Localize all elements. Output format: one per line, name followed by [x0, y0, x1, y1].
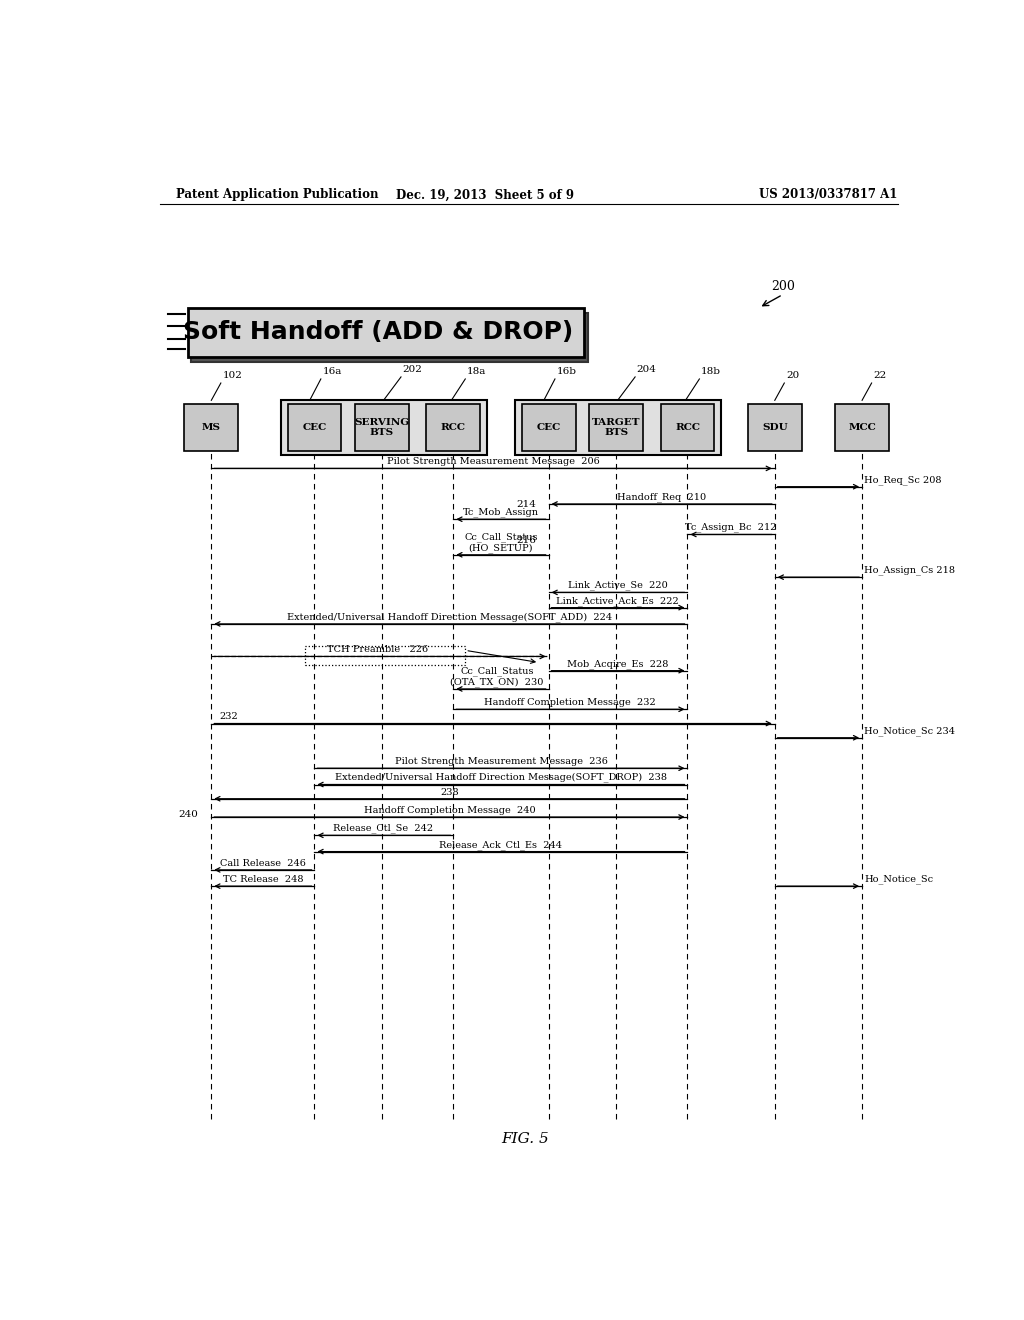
Text: 232: 232	[219, 713, 238, 722]
FancyBboxPatch shape	[288, 404, 341, 451]
Text: Extended/Universal Handoff Direction Message(SOFT_ADD)  224: Extended/Universal Handoff Direction Mes…	[287, 612, 612, 622]
FancyBboxPatch shape	[184, 404, 239, 451]
FancyBboxPatch shape	[836, 404, 889, 451]
FancyBboxPatch shape	[748, 404, 802, 451]
Text: RCC: RCC	[675, 424, 700, 432]
Text: MCC: MCC	[848, 424, 876, 432]
FancyBboxPatch shape	[515, 400, 721, 455]
Text: TARGET
BTS: TARGET BTS	[592, 418, 640, 437]
FancyBboxPatch shape	[426, 404, 480, 451]
Text: 202: 202	[402, 364, 423, 374]
Text: TC Release  248: TC Release 248	[222, 875, 303, 884]
FancyBboxPatch shape	[282, 400, 486, 455]
FancyBboxPatch shape	[355, 404, 409, 451]
Text: Pilot Strength Measurement Message  206: Pilot Strength Measurement Message 206	[387, 457, 599, 466]
Text: SERVING
BTS: SERVING BTS	[354, 418, 410, 437]
Text: Ho_Req_Sc 208: Ho_Req_Sc 208	[864, 475, 942, 484]
Text: 238: 238	[440, 788, 459, 797]
Text: Tc_Assign_Bc  212: Tc_Assign_Bc 212	[685, 523, 777, 532]
Text: CEC: CEC	[537, 424, 561, 432]
Text: CEC: CEC	[302, 424, 327, 432]
Text: 16b: 16b	[557, 367, 577, 376]
Text: 204: 204	[637, 364, 656, 374]
Text: Call Release  246: Call Release 246	[220, 859, 306, 867]
FancyBboxPatch shape	[521, 404, 575, 451]
Text: 214: 214	[516, 500, 537, 510]
Text: Release_Ack_Ctl_Es  244: Release_Ack_Ctl_Es 244	[439, 840, 562, 850]
Text: Release_Ctl_Se  242: Release_Ctl_Se 242	[334, 824, 433, 833]
Text: Mob_Acqire_Es  228: Mob_Acqire_Es 228	[567, 659, 669, 669]
Text: Handoff_Req  210: Handoff_Req 210	[616, 492, 706, 502]
Text: FIG. 5: FIG. 5	[501, 1133, 549, 1146]
Text: 16a: 16a	[323, 367, 342, 376]
Text: Pilot Strength Measurement Message  236: Pilot Strength Measurement Message 236	[394, 758, 607, 766]
Text: Cc_Call_Status
(HO_SETUP): Cc_Call_Status (HO_SETUP)	[464, 532, 538, 553]
Text: Patent Application Publication: Patent Application Publication	[176, 189, 378, 202]
Text: RCC: RCC	[441, 424, 466, 432]
Text: 216: 216	[516, 536, 537, 545]
Text: Handoff Completion Message  232: Handoff Completion Message 232	[484, 698, 656, 708]
Text: Soft Handoff (ADD & DROP): Soft Handoff (ADD & DROP)	[183, 321, 573, 345]
Text: Ho_Notice_Sc: Ho_Notice_Sc	[864, 874, 934, 884]
Text: Link_Active_Se  220: Link_Active_Se 220	[567, 581, 668, 590]
Text: Handoff Completion Message  240: Handoff Completion Message 240	[364, 807, 536, 814]
Text: Dec. 19, 2013  Sheet 5 of 9: Dec. 19, 2013 Sheet 5 of 9	[396, 189, 574, 202]
Text: 22: 22	[873, 371, 887, 380]
Text: MS: MS	[202, 424, 221, 432]
Text: Tc_Mob_Assign: Tc_Mob_Assign	[463, 507, 539, 517]
Text: US 2013/0337817 A1: US 2013/0337817 A1	[760, 189, 898, 202]
Text: Cc_Call_Status
(OTA_TX_ON)  230: Cc_Call_Status (OTA_TX_ON) 230	[451, 667, 544, 686]
Text: TCH Preamble   226: TCH Preamble 226	[328, 645, 429, 655]
FancyBboxPatch shape	[187, 308, 585, 356]
Text: 20: 20	[785, 371, 799, 380]
Text: 200: 200	[771, 280, 795, 293]
Text: Link_Active_Ack_Es  222: Link_Active_Ack_Es 222	[556, 595, 679, 606]
Text: 18a: 18a	[467, 367, 486, 376]
FancyBboxPatch shape	[191, 313, 588, 362]
Text: 102: 102	[222, 371, 243, 380]
Text: SDU: SDU	[762, 424, 787, 432]
Text: Ho_Notice_Sc 234: Ho_Notice_Sc 234	[864, 726, 955, 735]
Text: 18b: 18b	[701, 367, 721, 376]
FancyBboxPatch shape	[660, 404, 715, 451]
Text: Ho_Assign_Cs 218: Ho_Assign_Cs 218	[864, 565, 955, 576]
FancyBboxPatch shape	[589, 404, 643, 451]
Text: 240: 240	[178, 810, 198, 820]
Text: Extended/Universal Handoff Direction Message(SOFT_DROP)  238: Extended/Universal Handoff Direction Mes…	[335, 772, 667, 783]
